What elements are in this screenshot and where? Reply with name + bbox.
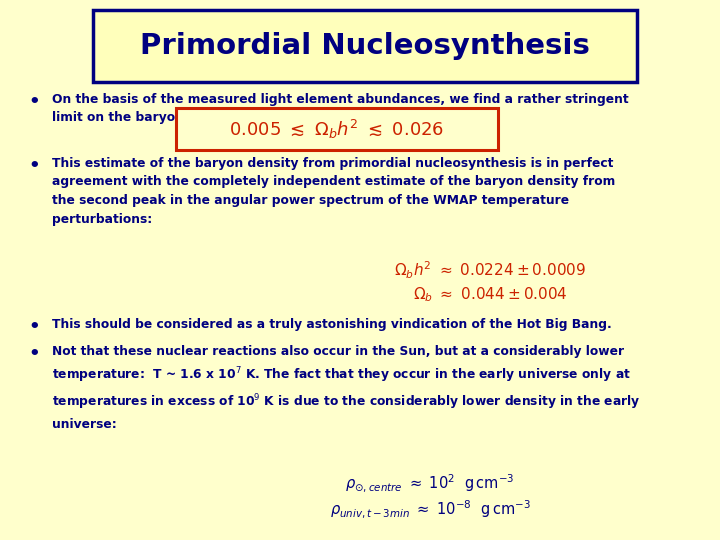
FancyBboxPatch shape <box>93 10 637 82</box>
Text: Not that these nuclear reactions also occur in the Sun, but at a considerably lo: Not that these nuclear reactions also oc… <box>52 345 641 431</box>
Text: $\rho_{\odot,centre}\ \approx\ 10^2\ \ \mathrm{g\,cm}^{-3}$: $\rho_{\odot,centre}\ \approx\ 10^2\ \ \… <box>346 472 515 494</box>
Text: $0.005\ \lesssim\ \Omega_b h^2\ \lesssim\ 0.026$: $0.005\ \lesssim\ \Omega_b h^2\ \lesssim… <box>230 117 444 140</box>
Text: Primordial Nucleosynthesis: Primordial Nucleosynthesis <box>140 32 590 60</box>
Text: This estimate of the baryon density from primordial nucleosynthesis is in perfec: This estimate of the baryon density from… <box>52 157 616 226</box>
Text: $\rho_{univ,t-3min}\ \approx\ 10^{-8}\ \ \mathrm{g\,cm}^{-3}$: $\rho_{univ,t-3min}\ \approx\ 10^{-8}\ \… <box>330 498 531 520</box>
Text: •: • <box>28 318 40 336</box>
Text: This should be considered as a truly astonishing vindication of the Hot Big Bang: This should be considered as a truly ast… <box>52 318 612 331</box>
Text: On the basis of the measured light element abundances, we find a rather stringen: On the basis of the measured light eleme… <box>52 93 629 125</box>
Text: •: • <box>28 93 40 111</box>
Text: $\Omega_b h^2\ \approx\ 0.0224 \pm 0.0009$: $\Omega_b h^2\ \approx\ 0.0224 \pm 0.000… <box>394 260 586 281</box>
FancyBboxPatch shape <box>176 108 498 150</box>
Text: •: • <box>28 345 40 363</box>
Text: •: • <box>28 157 40 175</box>
Text: $\Omega_b\ \approx\ 0.044 \pm 0.004$: $\Omega_b\ \approx\ 0.044 \pm 0.004$ <box>413 285 567 303</box>
